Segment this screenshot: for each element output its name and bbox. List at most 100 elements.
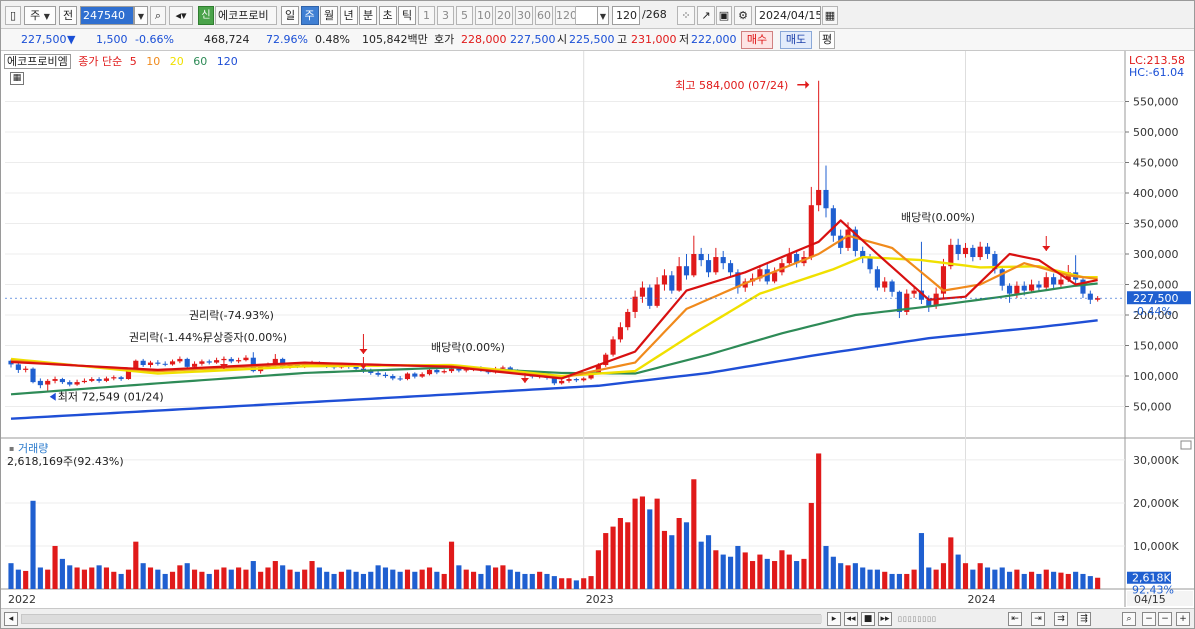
volume-bar[interactable]: [199, 571, 205, 589]
volume-bar[interactable]: [544, 573, 550, 589]
candle-body[interactable]: [992, 254, 998, 270]
candle-body[interactable]: [52, 379, 58, 381]
candle-body[interactable]: [874, 269, 880, 288]
volume-bar[interactable]: [448, 541, 455, 589]
price-chart[interactable]: 550,000500,000450,000400,000350,000300,0…: [1, 51, 1194, 607]
volume-bar[interactable]: [772, 561, 778, 589]
volume-bar[interactable]: [940, 563, 947, 589]
candle-body[interactable]: [896, 291, 902, 312]
volume-bar[interactable]: [581, 578, 587, 589]
legend-ma-60[interactable]: 60: [193, 55, 208, 68]
interval-button[interactable]: 10: [475, 6, 493, 25]
candle-body[interactable]: [30, 368, 36, 383]
volume-bar[interactable]: [103, 567, 110, 589]
candle-body[interactable]: [390, 376, 396, 379]
candle-body[interactable]: [272, 358, 278, 366]
candle-body[interactable]: [243, 357, 249, 361]
volume-bar[interactable]: [896, 573, 902, 589]
average-button[interactable]: 평: [819, 31, 835, 49]
candle-body[interactable]: [74, 382, 80, 385]
candle-body[interactable]: [786, 254, 792, 264]
zoom-range-icon[interactable]: ⇥: [1031, 612, 1045, 626]
candle-body[interactable]: [727, 263, 734, 273]
volume-bar[interactable]: [67, 565, 73, 589]
volume-bar[interactable]: [603, 533, 609, 589]
candle-body[interactable]: [89, 379, 95, 381]
candle-body[interactable]: [705, 260, 712, 273]
volume-bar[interactable]: [382, 567, 389, 589]
volume-bar[interactable]: [867, 569, 873, 589]
candle-body[interactable]: [639, 287, 646, 297]
volume-bar[interactable]: [573, 580, 579, 589]
volume-bar[interactable]: [639, 496, 646, 589]
volume-bar[interactable]: [962, 563, 969, 589]
prev-button[interactable]: 전: [59, 6, 77, 25]
speaker-icon[interactable]: ◂▾: [169, 6, 193, 25]
candle-body[interactable]: [1095, 298, 1101, 300]
candle-body[interactable]: [441, 371, 447, 373]
candle-body[interactable]: [676, 266, 682, 291]
candle-body[interactable]: [96, 379, 102, 381]
volume-bar[interactable]: [727, 556, 734, 589]
candle-body[interactable]: [713, 257, 719, 273]
volume-bar[interactable]: [177, 565, 183, 589]
volume-bar[interactable]: [125, 569, 132, 589]
interval-button[interactable]: 1: [418, 6, 435, 25]
candle-body[interactable]: [661, 275, 668, 285]
candle-body[interactable]: [1087, 293, 1093, 300]
zoom-slider[interactable]: ▯▯▯▯▯▯▯▯: [898, 615, 937, 623]
volume-bar[interactable]: [566, 578, 572, 589]
volume-bar[interactable]: [933, 569, 939, 589]
candle-body[interactable]: [610, 339, 616, 355]
volume-bar[interactable]: [309, 561, 315, 589]
calendar-icon[interactable]: ▦: [822, 6, 838, 25]
window-menu-icon[interactable]: ▯: [5, 6, 21, 25]
volume-bar[interactable]: [147, 567, 154, 589]
candle-body[interactable]: [111, 377, 117, 379]
volume-bar[interactable]: [236, 567, 242, 589]
candle-body[interactable]: [603, 354, 609, 366]
candle-body[interactable]: [133, 360, 139, 370]
candle-body[interactable]: [838, 235, 844, 248]
volume-bar[interactable]: [977, 563, 983, 589]
volume-bar[interactable]: [779, 550, 785, 589]
volume-bar[interactable]: [419, 569, 425, 589]
volume-bar[interactable]: [294, 571, 300, 589]
volume-bar[interactable]: [324, 571, 330, 589]
stock-code-input[interactable]: 247540: [80, 6, 134, 25]
candle-body[interactable]: [412, 373, 418, 377]
candle-body[interactable]: [742, 281, 748, 288]
candle-body[interactable]: [353, 366, 359, 369]
candle-body[interactable]: [551, 377, 557, 384]
candle-body[interactable]: [632, 296, 638, 312]
candle-body[interactable]: [1043, 277, 1049, 288]
volume-bar[interactable]: [228, 569, 234, 589]
volume-bar[interactable]: [889, 573, 895, 589]
candle-body[interactable]: [214, 360, 220, 363]
volume-bar[interactable]: [882, 571, 888, 589]
magnifier-icon[interactable]: ⌕: [1122, 612, 1136, 626]
volume-bar[interactable]: [169, 571, 176, 589]
volume-bar[interactable]: [426, 567, 433, 589]
candle-body[interactable]: [625, 311, 631, 328]
candle-body[interactable]: [1036, 284, 1042, 288]
volume-bar[interactable]: [984, 567, 991, 589]
volume-bar[interactable]: [441, 573, 447, 589]
volume-bar[interactable]: [81, 569, 87, 589]
volume-bar[interactable]: [118, 573, 124, 589]
volume-bar[interactable]: [45, 569, 51, 589]
candle-body[interactable]: [1051, 277, 1057, 285]
grid-icon[interactable]: ⁘: [677, 6, 695, 25]
volume-bar[interactable]: [1058, 572, 1064, 589]
legend-ma-20[interactable]: 20: [169, 55, 184, 68]
volume-bar[interactable]: [111, 571, 117, 589]
candle-body[interactable]: [977, 246, 983, 258]
volume-bar[interactable]: [786, 554, 792, 589]
period-tab[interactable]: 틱: [398, 6, 416, 25]
candle-body[interactable]: [125, 369, 132, 380]
period-tab[interactable]: 주: [300, 6, 319, 25]
candle-body[interactable]: [448, 368, 455, 372]
volume-bar[interactable]: [368, 571, 374, 589]
volume-bar[interactable]: [1080, 573, 1086, 589]
volume-bar[interactable]: [661, 530, 668, 589]
